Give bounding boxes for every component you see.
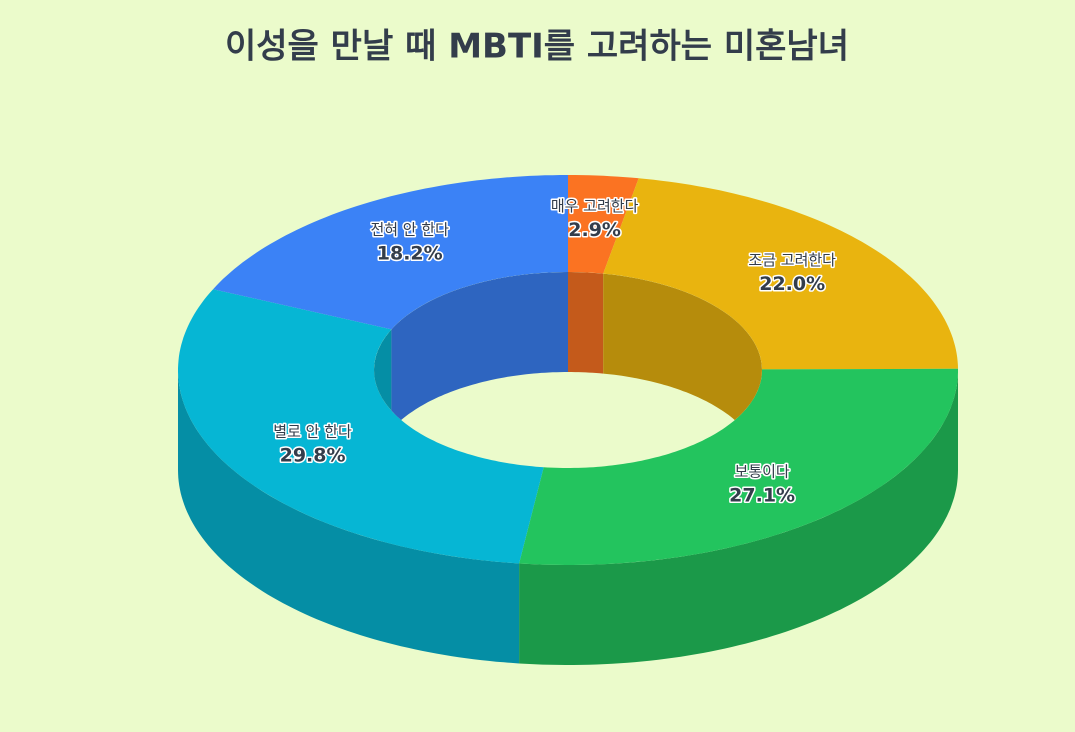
labels: 매우 고려한다 2.9% 조금 고려한다 22.0% 보통이다 27.1% 별로 안 한다 2… — [272, 196, 838, 508]
slice — [519, 368, 958, 565]
outer-walls — [178, 370, 958, 665]
slice — [603, 178, 958, 370]
slice-label: 조금 고려한다 — [748, 251, 836, 269]
slice-label: 별로 안 한다 — [273, 423, 352, 441]
value-label: 22.0% — [759, 273, 825, 295]
slice — [178, 289, 544, 564]
slice-side — [178, 370, 520, 664]
slice-label: 전혀 안 한다 — [370, 221, 449, 239]
slice-label: 보통이다 — [735, 462, 790, 480]
inner-walls — [374, 272, 762, 468]
slice-label: 매우 고려한다 — [551, 197, 639, 215]
value-label: 18.2% — [377, 243, 443, 265]
chart-title: 이성을 만날 때 MBTI를 고려하는 미혼남녀 — [225, 27, 849, 67]
slice-tops — [178, 175, 958, 565]
slice-inner-wall — [603, 273, 762, 468]
slice-inner-wall — [568, 272, 604, 374]
value-label: 2.9% — [568, 219, 621, 241]
slice — [568, 175, 639, 274]
slice-inner-wall — [391, 272, 568, 430]
slice — [213, 175, 568, 330]
slice-side — [519, 370, 958, 665]
value-label: 29.8% — [280, 445, 346, 467]
value-label: 27.1% — [729, 484, 795, 506]
